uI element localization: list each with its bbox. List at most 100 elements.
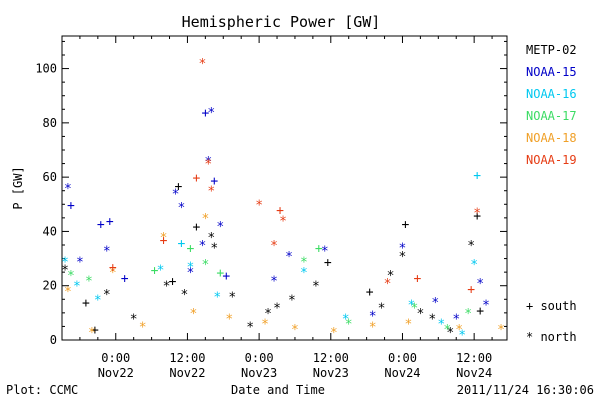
- north-marker: *: [103, 288, 111, 303]
- x-tick-label-date: Nov23: [313, 366, 349, 380]
- legend-entry: METP-02: [526, 43, 577, 57]
- south-marker: +: [413, 272, 421, 287]
- series-noaa-18: ******** * * * * * * *: [64, 212, 505, 341]
- north-marker: *: [73, 280, 81, 295]
- north-marker: *: [178, 201, 186, 216]
- north-marker: *: [345, 318, 353, 333]
- south-marker: +: [192, 171, 200, 186]
- north-marker: *: [181, 288, 189, 303]
- north-marker: *: [330, 326, 338, 341]
- x-tick-label-date: Nov22: [98, 366, 134, 380]
- north-marker: *: [228, 291, 236, 306]
- north-marker: *: [387, 269, 395, 284]
- north-marker: *: [476, 277, 484, 292]
- south-marker: +: [121, 272, 129, 287]
- north-marker: *: [103, 244, 111, 259]
- x-tick-label-time: 12:00: [169, 351, 205, 365]
- north-marker: *: [342, 312, 350, 327]
- south-marker: +: [192, 220, 200, 235]
- north-marker: *: [384, 277, 392, 292]
- north-marker: *: [204, 158, 212, 173]
- north-marker: *: [207, 106, 215, 121]
- north-marker: *: [470, 258, 478, 273]
- north-marker: *: [378, 301, 386, 316]
- x-tick-label-time: 0:00: [101, 351, 130, 365]
- south-marker: +: [467, 282, 475, 297]
- x-tick-label-time: 0:00: [388, 351, 417, 365]
- x-tick-label-date: Nov22: [169, 366, 205, 380]
- north-marker: *: [399, 250, 407, 265]
- north-marker: *: [467, 239, 475, 254]
- plot-frame: [61, 35, 508, 341]
- north-marker: *: [312, 280, 320, 295]
- south-marker: +: [473, 209, 481, 224]
- y-tick-label: 60: [43, 170, 57, 184]
- x-tick-label-time: 12:00: [313, 351, 349, 365]
- north-marker: *: [264, 307, 272, 322]
- north-marker: *: [446, 326, 454, 341]
- north-marker: *: [187, 261, 195, 276]
- north-marker: *: [210, 242, 218, 257]
- north-marker: *: [270, 274, 278, 289]
- north-marker: *: [198, 57, 206, 72]
- south-marker: +: [315, 242, 323, 257]
- south-marker: +: [91, 323, 99, 338]
- x-tick-label-time: 12:00: [456, 351, 492, 365]
- plot-credit: Plot: CCMC: [6, 383, 78, 397]
- south-marker: +: [324, 255, 332, 270]
- north-marker: *: [198, 239, 206, 254]
- north-marker: *: [300, 255, 308, 270]
- y-tick-label: 40: [43, 224, 57, 238]
- x-tick-label-date: Nov24: [384, 366, 420, 380]
- y-axis: 0 20 40 60 80 100: [35, 40, 507, 347]
- north-marker: *: [482, 299, 490, 314]
- x-axis-label: Date and Time: [231, 383, 325, 397]
- north-marker: *: [64, 182, 72, 197]
- south-marker: +: [366, 285, 374, 300]
- series-metp-02: *++***++*+***** ***++***+* ***++: [61, 179, 484, 341]
- north-marker: *: [300, 266, 308, 281]
- north-marker: *: [411, 301, 419, 316]
- north-marker: *: [405, 318, 413, 333]
- north-marker: *: [109, 266, 117, 281]
- south-marker: +: [169, 274, 177, 289]
- north-marker: *: [216, 220, 224, 235]
- series-noaa-16: ****+*******+*: [61, 168, 481, 343]
- north-marker: *: [408, 299, 416, 314]
- north-marker: *: [246, 320, 254, 335]
- south-marker: +: [175, 179, 183, 194]
- north-marker: *: [88, 326, 96, 341]
- south-marker: +: [160, 234, 168, 249]
- north-marker: *: [455, 323, 463, 338]
- north-marker: *: [291, 323, 299, 338]
- north-marker: *: [473, 206, 481, 221]
- north-marker: *: [428, 312, 436, 327]
- north-marker: *: [207, 185, 215, 200]
- legend-entry: NOAA-19: [526, 153, 577, 167]
- north-marker: *: [369, 310, 377, 325]
- south-marker: +: [187, 242, 195, 257]
- north-marker: *: [64, 285, 72, 300]
- north-marker: *: [225, 312, 233, 327]
- legend-entry: NOAA-15: [526, 65, 577, 79]
- north-marker: *: [452, 312, 460, 327]
- south-marker: +: [402, 217, 410, 232]
- north-marker: *: [369, 320, 377, 335]
- marker-legend-entry: + south: [526, 299, 577, 313]
- north-marker: *: [163, 280, 171, 295]
- north-marker: *: [201, 212, 209, 227]
- y-tick-label: 20: [43, 279, 57, 293]
- north-marker: *: [288, 293, 296, 308]
- south-marker: +: [476, 304, 484, 319]
- legend-entry: NOAA-16: [526, 87, 577, 101]
- north-marker: *: [437, 318, 445, 333]
- north-marker: *: [416, 307, 424, 322]
- south-marker: +: [473, 168, 481, 183]
- north-marker: *: [76, 255, 84, 270]
- north-marker: *: [273, 301, 281, 316]
- y-tick-label: 100: [35, 62, 57, 76]
- south-marker: +: [106, 215, 114, 230]
- chart-title: Hemispheric Power [GW]: [182, 13, 381, 31]
